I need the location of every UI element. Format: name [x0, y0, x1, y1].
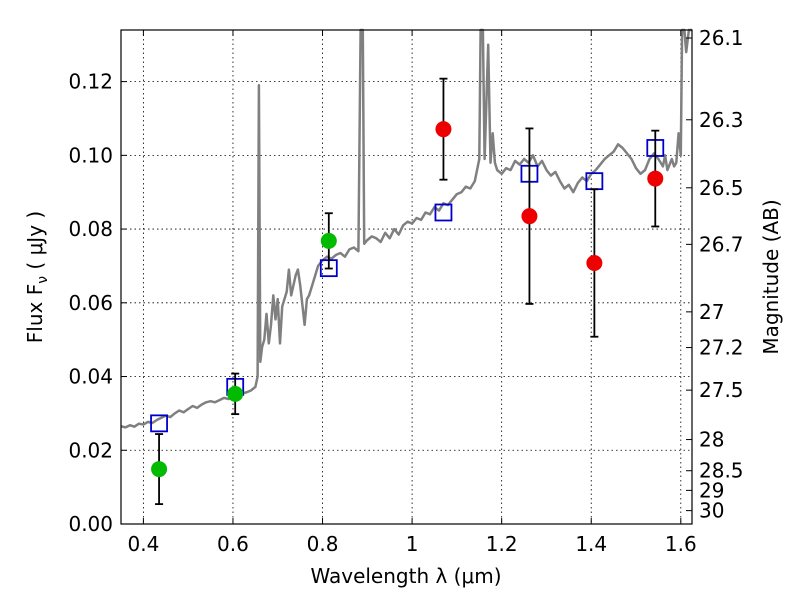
right-tick-label: 27 [699, 300, 724, 324]
y-tick-label: 0.02 [68, 438, 113, 462]
right-tick-label: 29 [699, 478, 724, 502]
y-tick-label: 0.04 [68, 365, 113, 389]
observed-flux-point [320, 232, 337, 249]
right-tick-label: 30 [699, 499, 724, 523]
right-tick-label: 26.5 [699, 176, 744, 200]
x-tick-label: 1 [406, 532, 419, 556]
right-tick-label: 26.3 [699, 108, 744, 132]
right-tick-label: 28.5 [699, 459, 744, 483]
x-axis-label: Wavelength λ (μm) [310, 564, 501, 588]
y-tick-label: 0.08 [68, 217, 113, 241]
grid-layer [121, 30, 692, 525]
y-axis-label: Flux Fν ( μJy ) [23, 211, 51, 343]
right-tick-label: 27.5 [699, 378, 744, 402]
observed-flux-point [227, 385, 244, 402]
observed-flux-point [586, 254, 603, 271]
right-axis-label: Magnitude (AB) [759, 199, 783, 354]
y-tick-label: 0.12 [68, 70, 113, 94]
y-tick-label: 0.00 [68, 512, 113, 536]
model-photometry-square [434, 203, 453, 222]
right-tick-label: 27.2 [699, 336, 744, 360]
x-tick-label: 0.6 [217, 532, 249, 556]
x-tick-label: 1.6 [665, 532, 697, 556]
tick-layer: 0.4 0.6 0.8 1 1.2 1.4 1.6 0.00 0.02 0.04 0.06 0.08 0… [68, 26, 743, 556]
observed-flux-point [435, 121, 452, 138]
y-tick-label: 0.10 [68, 143, 113, 167]
observed-flux-point [521, 208, 538, 225]
right-tick-label: 28 [699, 428, 724, 452]
x-tick-label: 1.4 [575, 532, 607, 556]
observed-flux-point [151, 461, 168, 478]
observed-flux-point [647, 170, 664, 187]
x-tick-label: 0.8 [307, 532, 339, 556]
plot-layer [120, 28, 692, 505]
model-photometry-square [150, 414, 168, 433]
x-tick-label: 0.4 [127, 532, 159, 556]
plot-frame [120, 29, 693, 525]
right-tick-label: 26.7 [699, 232, 744, 256]
x-tick-label: 1.2 [486, 532, 518, 556]
y-tick-label: 0.06 [68, 291, 113, 315]
right-tick-label: 26.1 [699, 26, 744, 50]
